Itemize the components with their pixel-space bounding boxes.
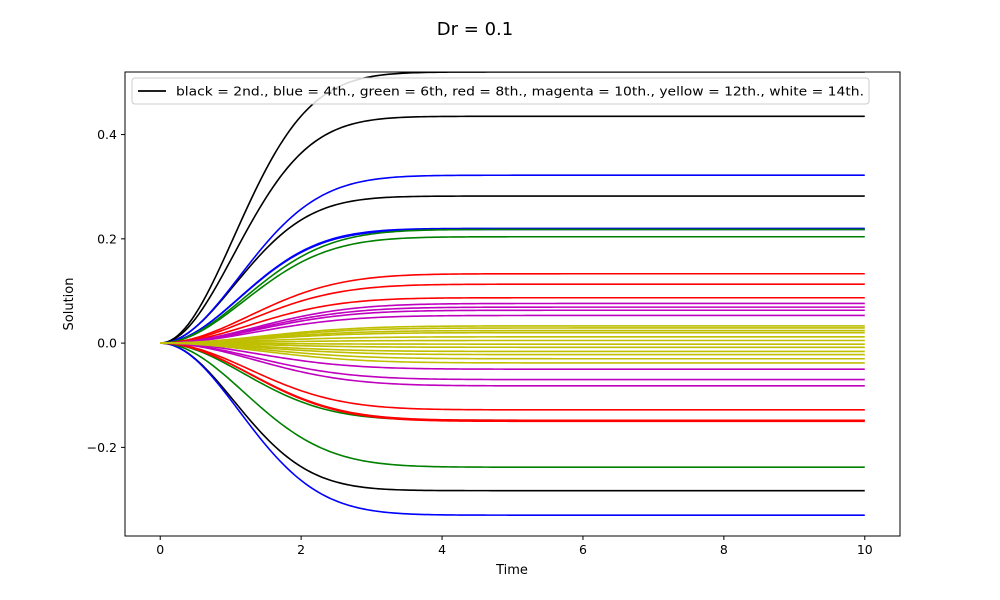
chart-title: Dr = 0.1 (437, 19, 513, 40)
x-tick-label: 2 (297, 542, 305, 557)
series-line (160, 342, 865, 349)
series-line (160, 342, 865, 345)
series-line (160, 174, 865, 344)
series-line (160, 342, 865, 353)
series-line (160, 272, 865, 344)
series-line (160, 72, 865, 344)
series-line (160, 342, 865, 370)
x-tick-label: 0 (156, 542, 164, 557)
y-axis-label: Solution (62, 278, 77, 331)
series-line (160, 309, 865, 344)
series-line (160, 195, 865, 344)
y-tick-label: 0.0 (97, 336, 117, 351)
y-tick-label: 0.2 (97, 231, 117, 246)
x-tick-label: 8 (720, 542, 728, 557)
series-line (160, 342, 865, 468)
legend-label: black = 2nd., blue = 4th., green = 6th, … (176, 84, 864, 99)
series-line (160, 342, 865, 516)
y-tick-label: −0.2 (87, 440, 117, 455)
series-line (160, 283, 865, 344)
series-line (160, 228, 865, 344)
series-line (160, 342, 865, 356)
series-line (160, 115, 865, 344)
legend-box (131, 77, 870, 105)
series-line (160, 342, 865, 423)
series-line (160, 331, 865, 344)
series-line (160, 342, 865, 411)
y-tick-label: 0.4 (97, 127, 117, 142)
x-axis: 0 2 4 6 8 10 (156, 536, 873, 557)
plot-series-group (160, 72, 865, 516)
series-line (160, 325, 865, 344)
series-line (160, 336, 865, 344)
series-line (160, 314, 865, 344)
x-tick-label: 4 (438, 542, 446, 557)
series-line (160, 339, 865, 344)
series-line (160, 329, 865, 344)
x-axis-label: Time (495, 563, 528, 578)
series-line (160, 342, 865, 381)
series-line (160, 342, 865, 492)
x-tick-label: 10 (857, 542, 873, 557)
series-line (160, 235, 865, 344)
series-line (160, 342, 865, 364)
series-line (160, 302, 865, 344)
series-line (160, 342, 865, 360)
plot-frame (124, 71, 901, 537)
series-line (160, 306, 865, 344)
series-line (160, 327, 865, 344)
series-line (160, 342, 865, 387)
x-tick-label: 6 (579, 542, 587, 557)
legend: black = 2nd., blue = 4th., green = 6th, … (131, 77, 870, 105)
series-line (160, 296, 865, 344)
y-axis: −0.2 0.0 0.2 0.4 (87, 127, 125, 455)
